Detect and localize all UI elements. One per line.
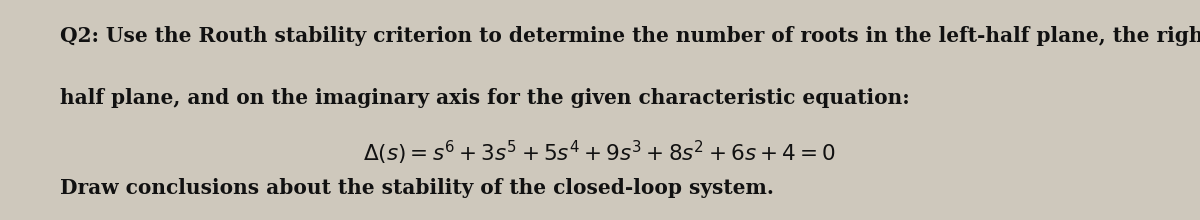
Text: $\Delta(s) = s^6 + 3s^5 + 5s^4 + 9s^3 + 8s^2 + 6s + 4 = 0$: $\Delta(s) = s^6 + 3s^5 + 5s^4 + 9s^3 + … [364,139,836,167]
Text: Draw conclusions about the stability of the closed-loop system.: Draw conclusions about the stability of … [60,178,774,198]
Text: Q2: Use the Routh stability criterion to determine the number of roots in the le: Q2: Use the Routh stability criterion to… [60,26,1200,46]
Text: half plane, and on the imaginary axis for the given characteristic equation:: half plane, and on the imaginary axis fo… [60,88,910,108]
